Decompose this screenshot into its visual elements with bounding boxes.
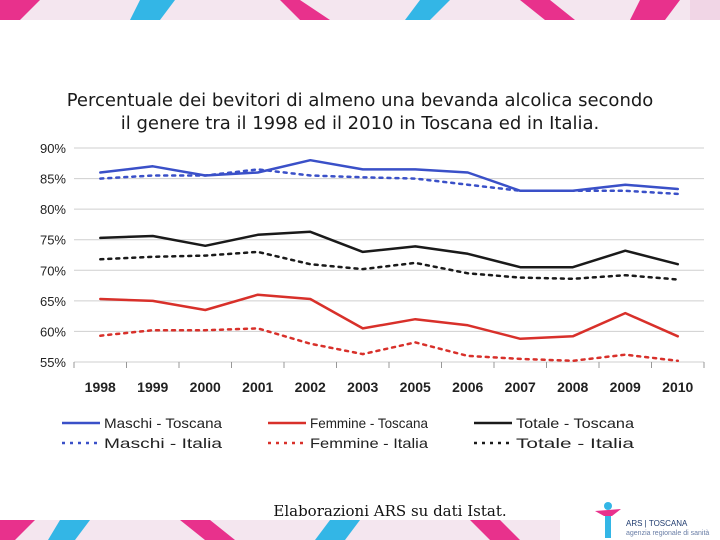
legend-label: Totale - Italia	[516, 435, 634, 451]
series-line	[99, 293, 680, 341]
y-tick-label: 85%	[40, 172, 66, 187]
logo-text: ARS | TOSCANA	[626, 519, 688, 528]
bottom-decorative-band	[0, 520, 720, 540]
y-tick-label: 55%	[40, 355, 66, 370]
series-line	[99, 168, 680, 196]
y-tick-label: 75%	[40, 233, 66, 248]
x-tick-label: 2010	[662, 379, 693, 395]
y-tick-label: 70%	[40, 263, 66, 278]
logo-subtext: agenzia regionale di sanità	[626, 530, 710, 537]
source-caption: Elaborazioni ARS su dati Istat.	[273, 502, 507, 520]
chart-title-line-1: Percentuale dei bevitori di almeno una b…	[66, 90, 654, 111]
series-line	[99, 230, 680, 269]
x-tick-label: 2002	[295, 379, 326, 395]
x-tick-label: 1998	[85, 379, 116, 395]
legend-label: Femmine - Toscana	[310, 415, 428, 431]
legend-label: Totale - Toscana	[516, 415, 634, 431]
chart-title-line-2: il genere tra il 1998 ed il 2010 in Tosc…	[120, 113, 600, 134]
legend-label: Maschi - Toscana	[104, 415, 222, 431]
x-tick-label: 2001	[242, 379, 273, 395]
ars-logo-mark	[595, 502, 621, 538]
series-line	[99, 327, 680, 363]
legend-label: Maschi - Italia	[104, 435, 222, 451]
series-line	[99, 250, 680, 281]
y-tick-label: 90%	[40, 141, 66, 156]
x-tick-label: 2008	[557, 379, 588, 395]
x-tick-label: 1999	[137, 379, 168, 395]
x-tick-label: 2009	[610, 379, 641, 395]
x-tick-label: 2007	[505, 379, 536, 395]
x-tick-label: 2005	[400, 379, 431, 395]
chart-title: Percentuale dei bevitori di almeno una b…	[40, 89, 680, 135]
y-tick-label: 65%	[40, 294, 66, 309]
x-tick-label: 2000	[190, 379, 221, 395]
top-decorative-band	[0, 0, 720, 20]
x-tick-label: 2006	[452, 379, 483, 395]
y-tick-label: 60%	[40, 324, 66, 339]
legend-label: Femmine - Italia	[310, 435, 428, 451]
series-line	[99, 158, 680, 193]
x-tick-label: 2003	[347, 379, 378, 395]
line-chart: 90% 85% 80% 75% 70% 65% 60% 55% 1998 1999 2000 2001…	[40, 141, 705, 451]
y-tick-label: 80%	[40, 202, 66, 217]
